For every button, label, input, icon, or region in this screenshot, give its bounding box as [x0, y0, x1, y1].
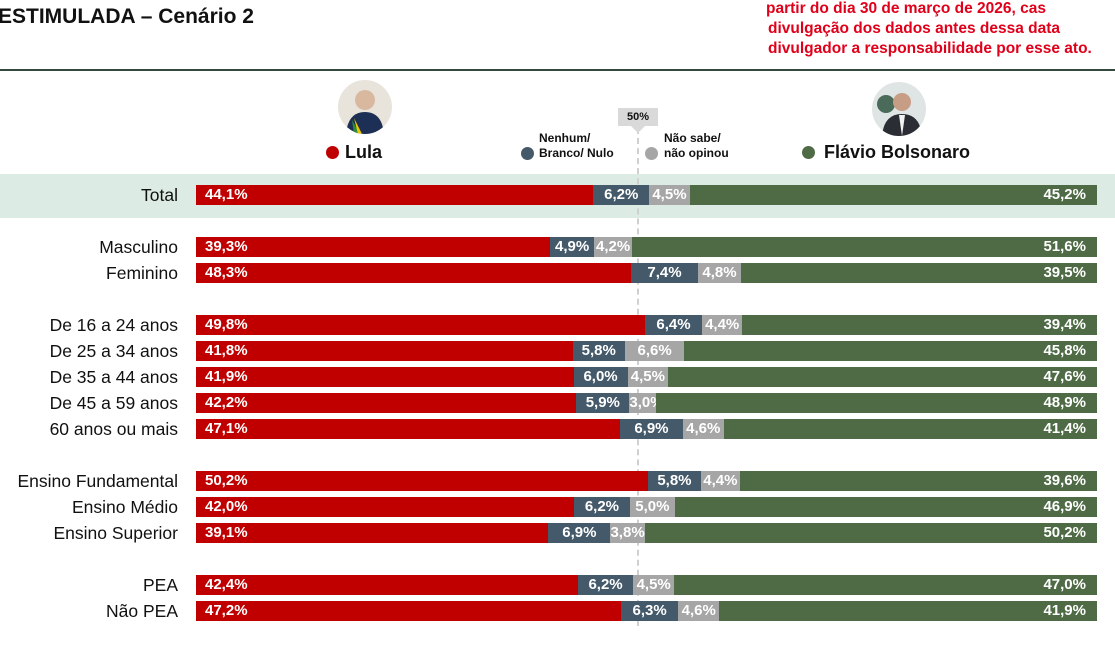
- bar-lula: 41,9%: [196, 367, 574, 387]
- bar-lula: 47,1%: [196, 419, 621, 439]
- bar-lula: 42,2%: [196, 393, 577, 413]
- row-label: Masculino: [99, 237, 178, 257]
- bar-nao-sabe: 4,5%: [633, 575, 674, 595]
- bar-nao-sabe: 4,6%: [678, 601, 720, 621]
- legend-label: Nenhum/Branco/ Nulo: [539, 131, 614, 161]
- bar-lula: 48,3%: [196, 263, 632, 283]
- bar-lula: 44,1%: [196, 185, 594, 205]
- bar-flavio: 50,2%: [644, 523, 1097, 543]
- bar-nenhum: 6,9%: [620, 419, 683, 439]
- bar-flavio: 46,9%: [674, 497, 1097, 517]
- bar-nenhum: 6,2%: [574, 497, 630, 517]
- bar-flavio: 39,4%: [742, 315, 1097, 335]
- flavio-photo: [872, 82, 926, 136]
- legend-flavio: Flávio Bolsonaro: [802, 142, 970, 163]
- bar-nenhum: 6,2%: [577, 575, 634, 595]
- bar-nenhum: 6,2%: [593, 185, 650, 205]
- notice-line: divulgador a responsabilidade por esse a…: [768, 40, 1092, 57]
- fifty-percent-label: 50%: [618, 108, 658, 133]
- bar-nao-sabe: 4,5%: [627, 367, 669, 387]
- bar-flavio: 48,9%: [656, 393, 1097, 413]
- bar-flavio: 45,2%: [689, 185, 1097, 205]
- bar-lula: 42,0%: [196, 497, 575, 517]
- bar-lula: 41,8%: [196, 341, 573, 361]
- bar-nao-sabe: 4,8%: [697, 263, 742, 283]
- bar-nao-sabe: 4,6%: [682, 419, 724, 439]
- bar-flavio: 39,5%: [741, 263, 1097, 283]
- bar-nao-sabe: 4,4%: [700, 471, 741, 491]
- legend-lula: Lula: [326, 142, 382, 163]
- bar-lula: 39,3%: [196, 237, 551, 257]
- row-label: Ensino Superior: [53, 523, 178, 543]
- row-label: 60 anos ou mais: [49, 419, 178, 439]
- row-label: De 35 a 44 anos: [49, 367, 178, 387]
- legend-label: Não sabe/não opinou: [664, 131, 729, 161]
- bar-nao-sabe: 3,8%: [610, 523, 645, 543]
- bar-nao-sabe: 4,2%: [594, 237, 633, 257]
- bar-flavio: 41,9%: [719, 601, 1097, 621]
- row-label: Feminino: [106, 263, 178, 283]
- bar-nenhum: 6,4%: [644, 315, 703, 335]
- legend-nenhum: Nenhum/Branco/ Nulo: [521, 131, 614, 161]
- legend-label-line: Não sabe/: [664, 131, 721, 145]
- bar-lula: 39,1%: [196, 523, 549, 543]
- nao-sabe-dot-icon: [645, 146, 658, 160]
- legend-nao-sabe: Não sabe/não opinou: [645, 131, 729, 161]
- bar-flavio: 41,4%: [723, 419, 1097, 439]
- bar-lula: 50,2%: [196, 471, 649, 491]
- bar-nenhum: 5,8%: [572, 341, 625, 361]
- bar-flavio: 51,6%: [632, 237, 1097, 257]
- bar-nao-sabe: 3,0%: [629, 393, 664, 413]
- bar-nao-sabe: 4,4%: [702, 315, 742, 335]
- bar-lula: 49,8%: [196, 315, 645, 335]
- bar-flavio: 47,6%: [668, 367, 1097, 387]
- flavio-dot-icon: [802, 146, 815, 159]
- bar-flavio: 47,0%: [673, 575, 1097, 595]
- row-label: De 16 a 24 anos: [49, 315, 178, 335]
- bar-lula: 47,2%: [196, 601, 622, 621]
- bar-nao-sabe: 6,6%: [624, 341, 685, 361]
- notice-line: partir do dia 30 de março de 2026, cas: [766, 0, 1046, 17]
- lula-photo: [338, 80, 392, 134]
- bar-nao-sabe: 5,0%: [629, 497, 675, 517]
- row-label: Não PEA: [106, 601, 178, 621]
- bar-flavio: 45,8%: [684, 341, 1097, 361]
- legend-label-line: não opinou: [664, 146, 729, 160]
- notice-line: divulgação dos dados antes dessa data: [768, 20, 1061, 37]
- bar-nenhum: 6,0%: [573, 367, 628, 387]
- bar-nenhum: 5,8%: [648, 471, 701, 491]
- row-label: De 25 a 34 anos: [49, 341, 178, 361]
- bar-nenhum: 5,9%: [576, 393, 630, 413]
- row-label: Ensino Fundamental: [17, 471, 178, 491]
- bar-nenhum: 7,4%: [631, 263, 698, 283]
- row-label: Total: [141, 185, 178, 205]
- bar-nao-sabe: 4,5%: [649, 185, 690, 205]
- legal-notice: partir do dia 30 de março de 2026, cas d…: [766, 0, 1115, 59]
- row-label: De 45 a 59 anos: [49, 393, 178, 413]
- bar-flavio: 39,6%: [740, 471, 1097, 491]
- bar-nenhum: 6,9%: [548, 523, 611, 543]
- row-label: PEA: [142, 575, 178, 595]
- page-title: ESTIMULADA – Cenário 2: [0, 5, 254, 28]
- legend-label-line: Branco/ Nulo: [539, 146, 614, 160]
- legend-label: Lula: [345, 142, 383, 162]
- bar-nenhum: 4,9%: [550, 237, 595, 257]
- nenhum-dot-icon: [521, 146, 534, 160]
- lula-dot-icon: [326, 146, 339, 159]
- header-divider: [0, 69, 1115, 71]
- bar-nenhum: 6,3%: [621, 601, 679, 621]
- legend-label: Flávio Bolsonaro: [824, 142, 971, 162]
- legend-label-line: Nenhum/: [539, 131, 591, 145]
- row-label: Ensino Médio: [71, 497, 178, 517]
- bar-lula: 42,4%: [196, 575, 578, 595]
